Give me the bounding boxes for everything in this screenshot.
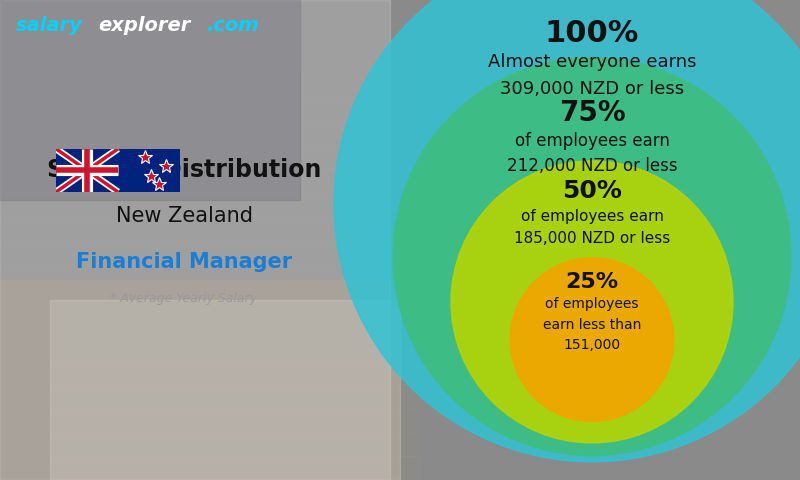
Text: Salaries Distribution: Salaries Distribution [47, 157, 321, 181]
Text: 50%: 50% [562, 179, 622, 203]
Bar [0, 0, 420, 24]
Bar [0, 72, 420, 96]
Bar [0, 120, 420, 144]
Bar [0, 408, 420, 432]
Text: Financial Manager: Financial Manager [76, 252, 292, 273]
Bar [0, 432, 420, 456]
Text: 25%: 25% [566, 272, 618, 292]
Bar [0, 280, 400, 480]
Bar [0, 24, 420, 48]
Bar [0, 384, 420, 408]
Text: of employees: of employees [546, 298, 638, 312]
Bar [0, 336, 420, 360]
Bar [0, 0, 390, 480]
Text: earn less than: earn less than [543, 318, 641, 332]
Text: salary: salary [16, 16, 83, 36]
Circle shape [510, 258, 674, 421]
Bar [50, 300, 400, 480]
Text: 212,000 NZD or less: 212,000 NZD or less [506, 157, 678, 175]
Bar [0, 264, 420, 288]
Text: 309,000 NZD or less: 309,000 NZD or less [500, 80, 684, 98]
Text: New Zealand: New Zealand [115, 206, 253, 226]
Bar [0, 96, 420, 120]
Bar [0, 168, 420, 192]
Text: 151,000: 151,000 [563, 338, 621, 352]
Text: of employees earn: of employees earn [521, 209, 663, 224]
Bar [0, 312, 420, 336]
Text: of employees earn: of employees earn [514, 132, 670, 150]
Text: explorer: explorer [98, 16, 190, 36]
Text: 100%: 100% [545, 19, 639, 48]
Bar [0, 144, 420, 168]
Text: * Average Yearly Salary: * Average Yearly Salary [110, 292, 258, 305]
Bar [0, 360, 420, 384]
Text: .com: .com [206, 16, 258, 36]
Bar [0, 0, 300, 200]
Bar [0, 192, 420, 216]
Circle shape [451, 161, 733, 443]
Text: 75%: 75% [558, 99, 626, 127]
Bar [0, 48, 420, 72]
Bar [0, 456, 420, 480]
Circle shape [334, 0, 800, 462]
Bar [0, 216, 420, 240]
Text: 185,000 NZD or less: 185,000 NZD or less [514, 231, 670, 246]
Text: Almost everyone earns: Almost everyone earns [488, 52, 696, 71]
Bar [0, 240, 420, 264]
Bar [0, 288, 420, 312]
Circle shape [393, 58, 791, 456]
